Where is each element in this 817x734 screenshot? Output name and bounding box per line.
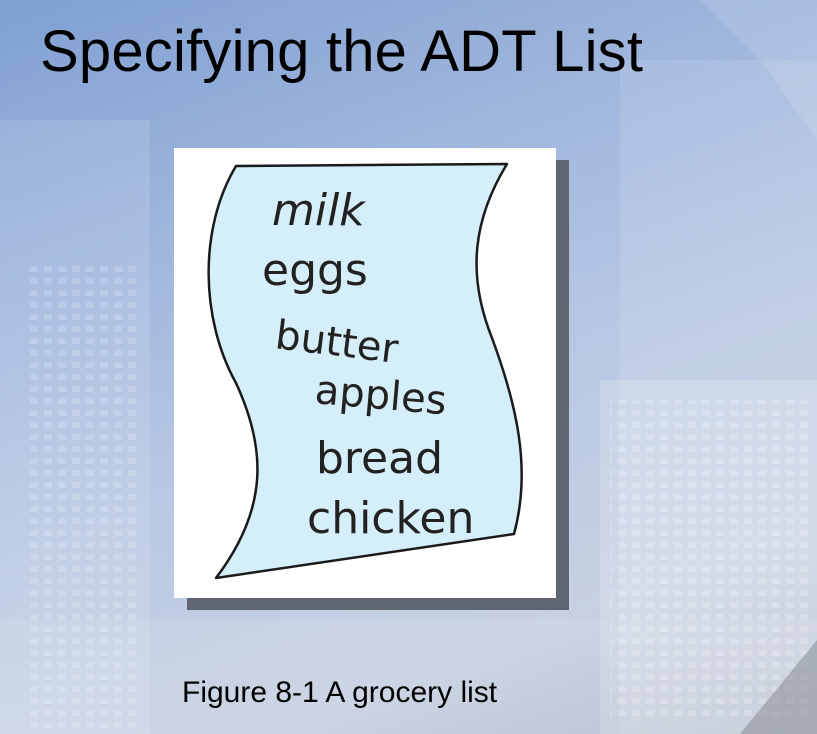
paper-scroll	[207, 162, 523, 580]
grocery-item-milk: milk	[272, 185, 366, 236]
grocery-item-eggs: eggs	[262, 245, 368, 296]
grocery-item-apples: apples	[313, 367, 448, 424]
slide-title: Specifying the ADT List	[40, 19, 644, 84]
figure-caption: Figure 8-1 A grocery list	[182, 676, 498, 709]
grocery-item-chicken: chicken	[307, 493, 474, 544]
grocery-item-bread: bread	[316, 433, 443, 484]
grocery-list-figure: milk eggs butter apples bread chicken	[174, 148, 556, 598]
